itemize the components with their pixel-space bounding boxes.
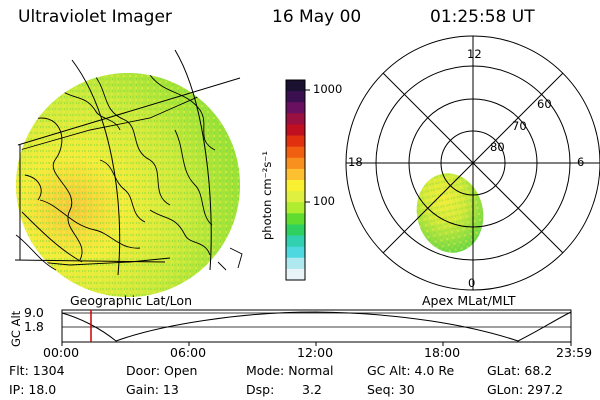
mlt-label-6: 6 [577, 155, 585, 169]
colorbar-band [286, 268, 305, 281]
altitude-ylabel: GC Alt [9, 310, 23, 347]
polar-panel-caption: Apex MLat/MLT [422, 293, 516, 308]
time-tick-2359: 23:59 [556, 345, 593, 360]
altitude-tick-1.8: 1.8 [24, 319, 44, 334]
info-mode: Mode: Normal [246, 363, 334, 378]
colorbar-tick-100: 100 [313, 194, 335, 208]
time-tick-0600: 06:00 [170, 345, 207, 360]
lat-label-70: 70 [512, 119, 527, 133]
mlt-label-0: 0 [468, 276, 476, 290]
colorbar-band [286, 102, 305, 114]
colorbar-band [286, 213, 305, 226]
colorbar-tick-1000: 1000 [313, 82, 343, 96]
colorbar-band [286, 146, 305, 159]
info-gc-alt: GC Alt: 4.0 Re [367, 363, 455, 378]
lat-label-60: 60 [537, 97, 552, 111]
time-tick-0000: 00:00 [43, 345, 80, 360]
colorbar-band [286, 157, 305, 170]
mlt-label-12: 12 [467, 47, 482, 61]
time-tick-1200: 12:00 [297, 345, 334, 360]
colorbar-band [286, 191, 305, 203]
geo-panel-caption: Geographic Lat/Lon [70, 293, 192, 308]
altitude-plot [61, 309, 572, 346]
header-date: 16 May 00 [272, 7, 362, 27]
header-time: 01:25:58 UT [430, 7, 535, 27]
geographic-image [14, 49, 243, 297]
info-glon: GLon: 297.2 [487, 382, 563, 397]
colorbar-band [286, 168, 305, 181]
info-gain: Gain: 13 [126, 382, 179, 397]
info-seq: Seq: 30 [367, 382, 415, 397]
time-tick-1800: 18:00 [424, 345, 461, 360]
colorbar-band [286, 246, 305, 259]
colorbar-band [286, 180, 305, 192]
colorbar-band [286, 91, 305, 103]
polar-panel [345, 35, 600, 291]
colorbar-band [286, 135, 305, 148]
altitude-tick-9: 9.0 [24, 305, 44, 320]
info-door: Door: Open [126, 363, 198, 378]
colorbar-band [286, 124, 305, 137]
lat-label-80: 80 [490, 140, 505, 154]
colorbar-unit-label: photon cm⁻²s⁻¹ [260, 151, 274, 240]
info-dsp-value: 3.2 [302, 382, 322, 397]
colorbar-band [286, 235, 305, 248]
instrument-title: Ultraviolet Imager [18, 7, 172, 27]
info-dsp-label: Dsp: [246, 382, 275, 397]
info-ip: IP: 18.0 [9, 382, 57, 397]
colorbar-band [286, 80, 305, 92]
mlt-label-18: 18 [348, 155, 363, 169]
colorbar [285, 79, 310, 281]
colorbar-band [286, 224, 305, 237]
info-glat: GLat: 68.2 [487, 363, 553, 378]
colorbar-band [286, 202, 305, 214]
info-flt: Flt: 1304 [9, 363, 65, 378]
colorbar-band [286, 113, 305, 126]
colorbar-band [286, 257, 305, 270]
